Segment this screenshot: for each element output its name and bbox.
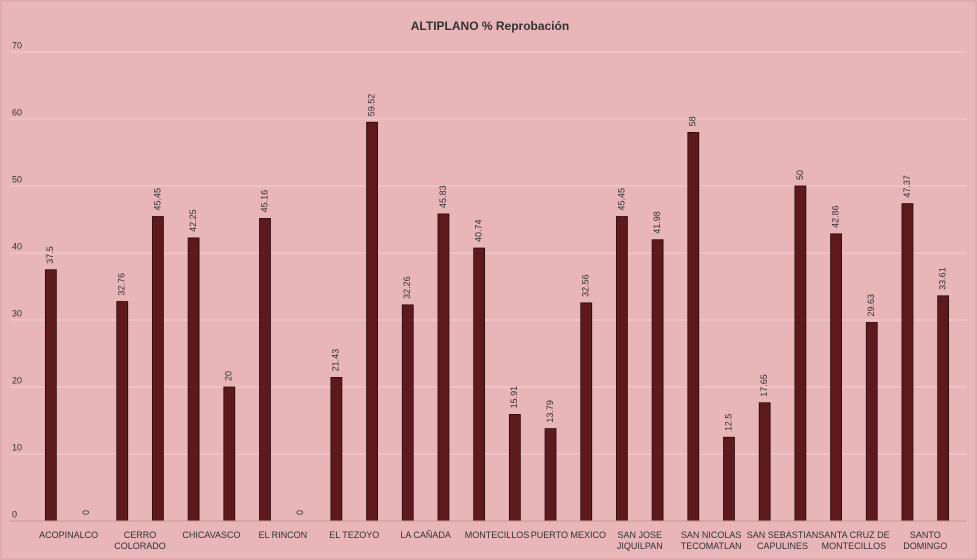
value-label: 0 xyxy=(295,510,305,515)
x-tick-label: SAN JOSE JIQUILPAN xyxy=(616,530,663,551)
bar xyxy=(187,237,200,522)
bar xyxy=(723,436,735,522)
bar xyxy=(830,233,842,522)
bar xyxy=(152,216,164,522)
x-tick-label: EL TEZOYO xyxy=(329,530,380,540)
value-label: 58 xyxy=(688,116,698,126)
bar xyxy=(401,304,414,522)
bar xyxy=(508,414,521,522)
value-label: 45.16 xyxy=(259,190,269,213)
x-tick-label: SAN SEBASTIAN CAPULINES xyxy=(746,530,819,551)
value-label: 45.45 xyxy=(152,188,162,211)
value-label: 59.52 xyxy=(366,94,376,117)
bar xyxy=(901,203,914,522)
bar xyxy=(366,121,378,522)
bar xyxy=(330,377,343,522)
chart-title: ALTIPLANO % Reprobación xyxy=(411,19,569,33)
y-tick-label: 50 xyxy=(12,174,22,184)
x-tick-label: SAN NICOLAS TECOMATLAN xyxy=(680,530,742,551)
value-label: 21.43 xyxy=(331,349,341,372)
value-label: 41.98 xyxy=(652,211,662,234)
y-tick-label: 20 xyxy=(12,375,22,385)
x-tick-label: PUERTO MEXICO xyxy=(530,530,606,540)
value-label: 29.63 xyxy=(866,294,876,317)
y-tick-label: 30 xyxy=(12,308,22,318)
bar xyxy=(937,295,950,522)
value-label: 42.25 xyxy=(188,209,198,232)
value-label: 12.5 xyxy=(723,414,733,432)
bar xyxy=(580,302,593,522)
x-tick-label: EL RINCON xyxy=(258,530,308,540)
value-label: 17.65 xyxy=(759,374,769,397)
y-tick-label: 60 xyxy=(12,107,22,117)
value-label: 32.76 xyxy=(117,273,127,296)
y-tick-label: 0 xyxy=(12,509,17,519)
x-tick-label: SANTO DOMINGO xyxy=(903,530,948,551)
y-tick-label: 40 xyxy=(12,241,22,251)
bar xyxy=(794,185,807,522)
value-label: 45.83 xyxy=(438,185,448,208)
value-label: 20 xyxy=(224,371,234,381)
value-label: 32.56 xyxy=(581,274,591,297)
bar xyxy=(44,269,57,522)
x-tick-label: ACOPINALCO xyxy=(39,530,99,540)
bar xyxy=(223,386,236,522)
bar xyxy=(758,402,771,522)
value-label: 45.45 xyxy=(616,188,626,211)
x-tick-label: SANTA CRUZ DE MONTECILLOS xyxy=(818,530,890,551)
bar xyxy=(544,428,557,522)
value-label: 0 xyxy=(81,510,91,515)
value-label: 50 xyxy=(795,170,805,180)
value-label: 47.37 xyxy=(902,175,912,198)
bar xyxy=(259,218,271,522)
bar xyxy=(687,131,700,522)
y-tick-label: 70 xyxy=(12,40,22,50)
value-label: 37.5 xyxy=(45,246,55,264)
value-label: 32.26 xyxy=(402,276,412,299)
x-tick-label: CERRO COLORADO xyxy=(114,530,166,551)
x-tick-label: MONTECILLOS xyxy=(464,530,530,540)
x-tick-label: LA CAÑADA xyxy=(400,530,451,540)
bar xyxy=(473,247,486,522)
bar xyxy=(865,322,878,522)
bar xyxy=(437,213,450,522)
bar xyxy=(116,301,129,522)
value-label: 33.61 xyxy=(938,267,948,290)
value-label: 42.86 xyxy=(830,205,840,228)
bar xyxy=(651,239,664,522)
x-tick-label: CHICAVASCO xyxy=(182,530,241,540)
y-tick-label: 10 xyxy=(12,442,22,452)
value-label: 15.91 xyxy=(509,386,519,409)
value-label: 40.74 xyxy=(474,220,484,243)
bar xyxy=(616,216,628,522)
value-label: 13.79 xyxy=(545,400,555,423)
